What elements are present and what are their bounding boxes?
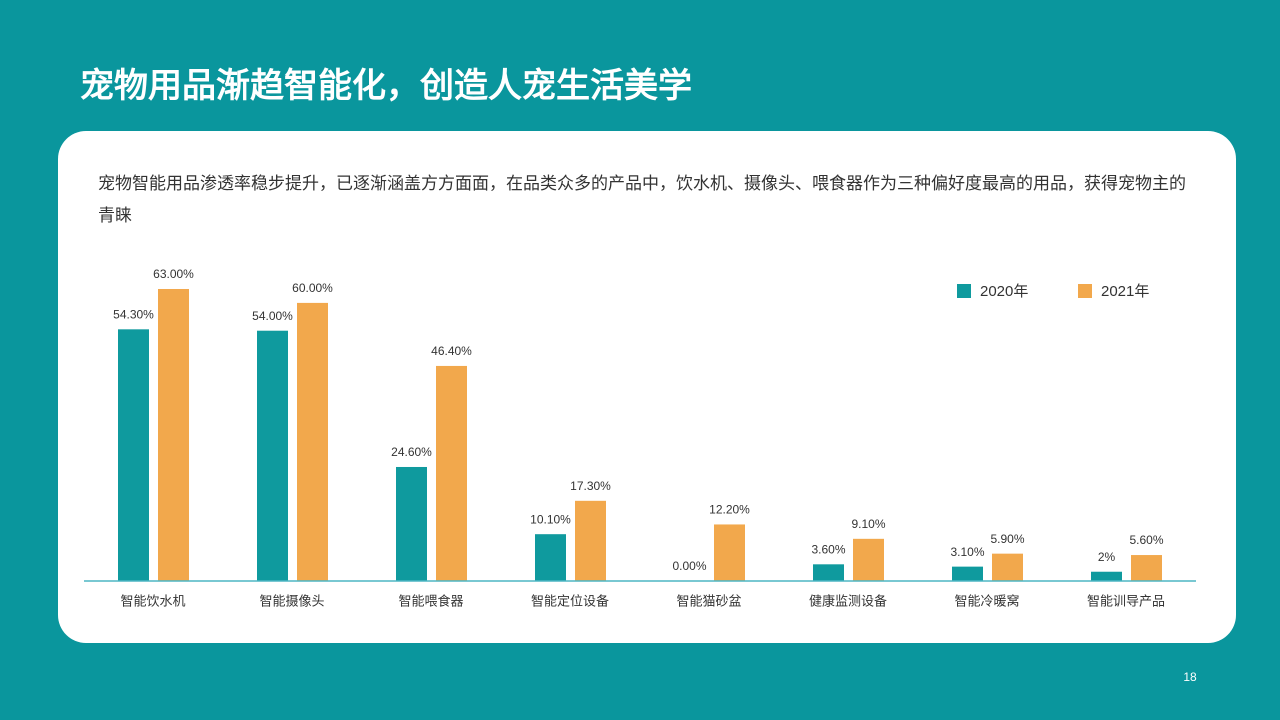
bar (297, 302, 328, 581)
value-label: 5.60% (1129, 533, 1163, 547)
value-label: 46.40% (431, 344, 472, 358)
bar (992, 553, 1023, 581)
value-label: 9.10% (851, 517, 885, 531)
value-label: 24.60% (391, 445, 432, 459)
value-label: 5.90% (990, 532, 1024, 546)
bar (436, 365, 467, 581)
card (58, 131, 1236, 643)
x-tick-label: 智能定位设备 (531, 593, 609, 608)
page-number: 18 (1183, 670, 1197, 684)
legend-swatch (957, 284, 971, 298)
bar (396, 466, 427, 581)
bar (535, 534, 566, 581)
value-label: 54.30% (113, 307, 154, 321)
x-tick-label: 智能摄像头 (259, 593, 324, 608)
bar (714, 524, 745, 581)
slide-title: 宠物用品渐趋智能化，创造人宠生活美学 (80, 67, 692, 105)
value-label: 3.60% (811, 542, 845, 556)
x-tick-label: 智能猫砂盆 (676, 593, 741, 608)
value-label: 0.00% (672, 559, 706, 573)
value-label: 2% (1098, 550, 1116, 564)
value-label: 12.20% (709, 503, 750, 517)
legend-label: 2020年 (980, 283, 1028, 300)
x-tick-label: 健康监测设备 (809, 593, 887, 608)
bar (952, 566, 983, 581)
value-label: 60.00% (292, 281, 333, 295)
bar (1091, 571, 1122, 581)
bar (158, 288, 189, 581)
bar (813, 564, 844, 581)
description: 宠物智能用品渗透率稳步提升，已逐渐涵盖方方面面，在品类众多的产品中，饮水机、摄像… (98, 174, 1186, 225)
bar (257, 330, 288, 581)
bar (118, 329, 149, 581)
x-tick-label: 智能喂食器 (398, 593, 463, 608)
x-tick-label: 智能训导产品 (1087, 593, 1165, 608)
value-label: 3.10% (950, 545, 984, 559)
legend-swatch (1078, 284, 1092, 298)
bar (575, 500, 606, 581)
value-label: 10.10% (530, 512, 571, 526)
value-label: 63.00% (153, 267, 194, 281)
value-label: 17.30% (570, 479, 611, 493)
bar (853, 538, 884, 581)
value-label: 54.00% (252, 309, 293, 323)
x-tick-label: 智能冷暖窝 (954, 593, 1019, 608)
legend-label: 2021年 (1101, 283, 1149, 300)
x-tick-label: 智能饮水机 (120, 593, 185, 608)
bar (1131, 555, 1162, 581)
